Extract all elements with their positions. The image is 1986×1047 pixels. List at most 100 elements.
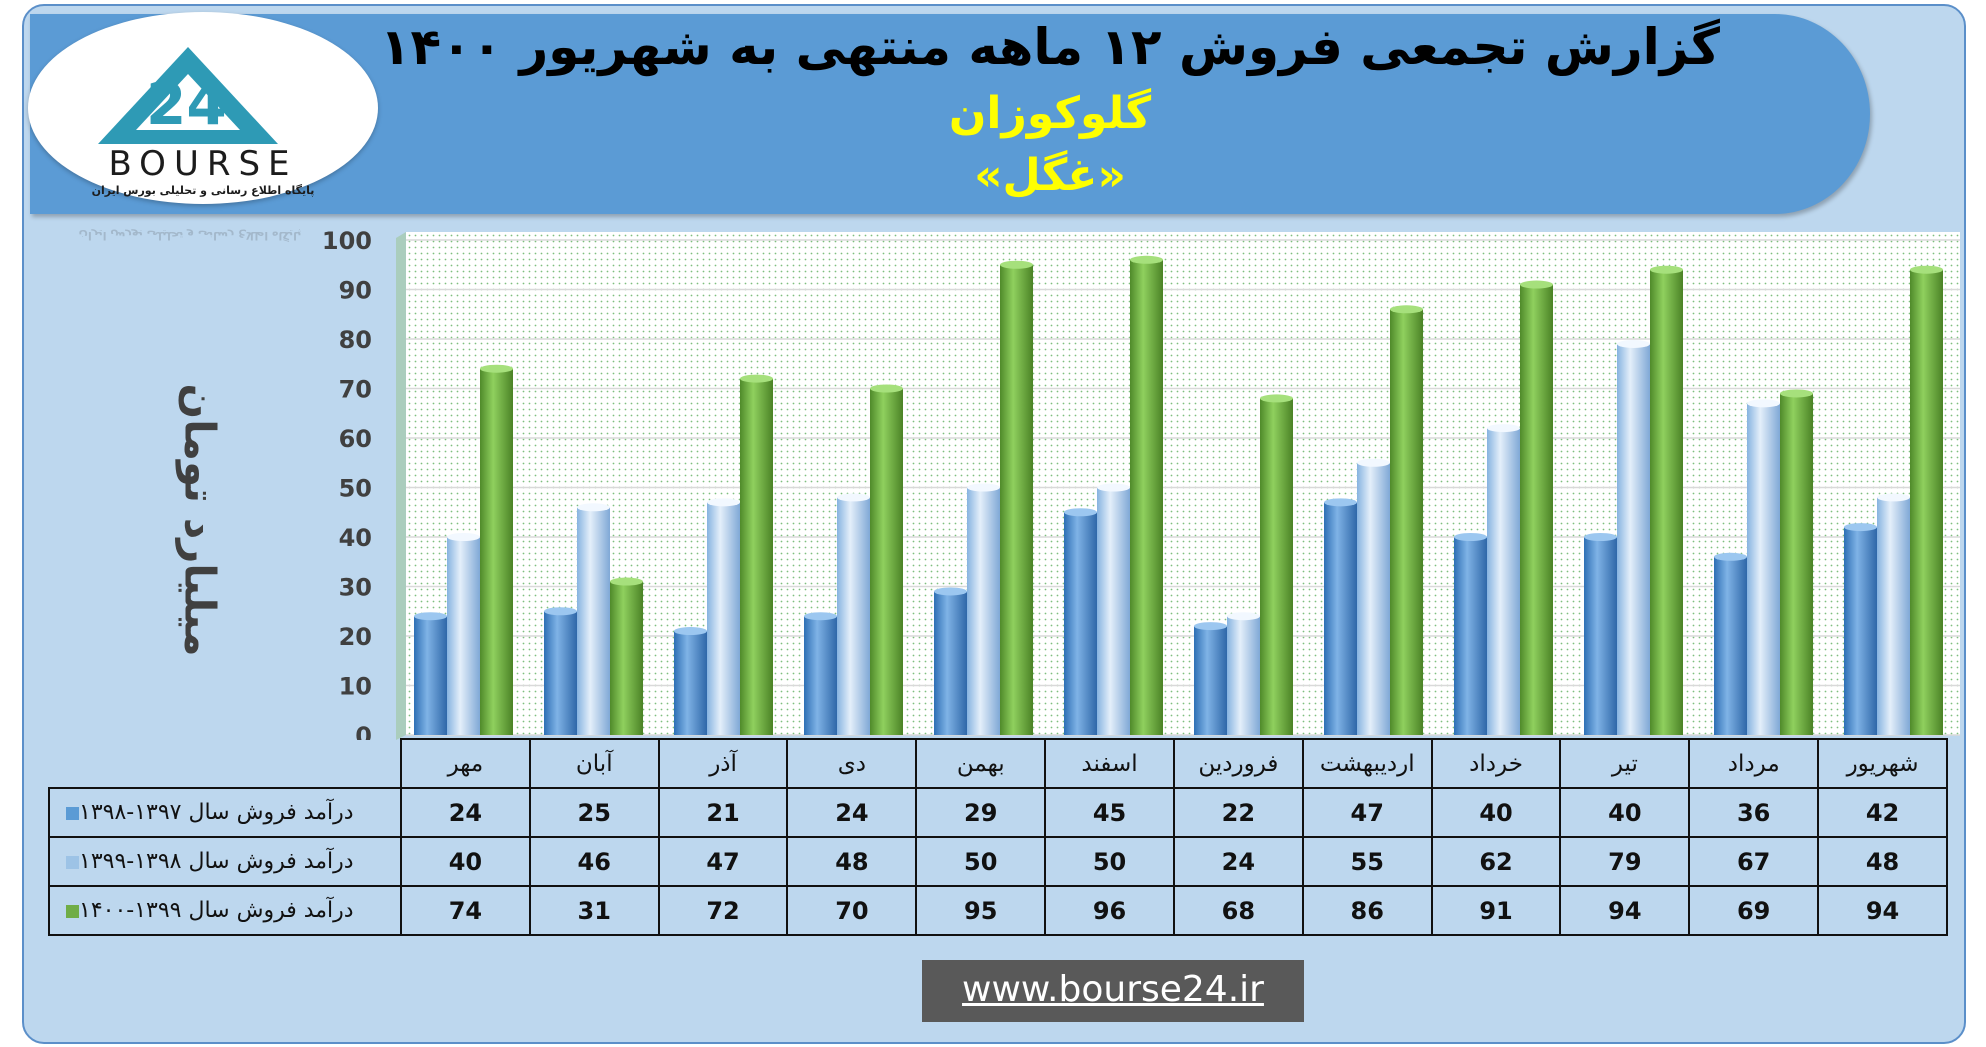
bar-cap	[1747, 399, 1780, 408]
category-label: فروردین	[1172, 738, 1304, 789]
data-label: 36	[1688, 787, 1820, 838]
data-label: 42	[1817, 787, 1948, 838]
data-label: 48	[786, 836, 918, 887]
legend-entry: درآمد فروش سال ۱۳۹۹-۱۴۰۰	[48, 885, 402, 936]
bar	[610, 581, 643, 735]
bar-cap	[967, 483, 1000, 492]
data-label: 45	[1044, 787, 1175, 838]
data-label: 74	[400, 885, 531, 936]
svg-text:BOURSE: BOURSE	[108, 144, 297, 184]
bar-cap	[740, 374, 773, 383]
y-tick-label: 20	[339, 623, 372, 651]
data-label: 70	[786, 885, 918, 936]
data-label: 25	[528, 787, 660, 838]
bar	[804, 616, 837, 735]
y-tick-label: 30	[339, 574, 372, 602]
bar	[1584, 537, 1617, 735]
bar-cap	[1844, 523, 1877, 532]
bar-cap	[1454, 533, 1487, 541]
bar	[1877, 497, 1910, 735]
bar	[1780, 393, 1813, 735]
bar-cap	[1780, 389, 1813, 398]
bar-cap	[544, 607, 577, 616]
y-tick-label: 90	[339, 277, 372, 305]
bar	[1910, 269, 1943, 735]
bar	[707, 502, 740, 735]
y-tick-label: 60	[339, 425, 372, 453]
bar-cap	[1487, 424, 1520, 433]
series-row: درآمد فروش سال ۱۳۹۸-۱۳۹۹ 40 46 47 48 50 50 24 55…	[48, 836, 1948, 887]
bar-cap	[1260, 394, 1293, 403]
data-label: 55	[1301, 836, 1433, 887]
bar-chart: 0 10 20 30 40 50 60 70 80 90 100	[322, 227, 1960, 740]
bar-cap	[1000, 260, 1033, 269]
data-label: 40	[1559, 787, 1691, 838]
y-tick-label: 0	[355, 722, 372, 740]
svg-text:24: 24	[146, 70, 227, 138]
bar-cap	[1584, 533, 1617, 541]
bar-cap	[804, 612, 837, 621]
bar-cap	[837, 493, 870, 502]
legend-label: درآمد فروش سال ۱۳۹۸-۱۳۹۹	[79, 849, 354, 874]
data-label: 40	[1430, 787, 1562, 838]
website-link[interactable]: www.bourse24.ir	[922, 960, 1304, 1022]
bar-cap	[1324, 498, 1357, 507]
data-label: 67	[1688, 836, 1820, 887]
table-corner	[49, 739, 402, 789]
data-label: 40	[400, 836, 531, 887]
bar-cap	[1357, 458, 1390, 467]
data-label: 94	[1817, 885, 1948, 936]
bar-cap	[447, 533, 480, 541]
bar	[1000, 264, 1033, 735]
bar	[1260, 398, 1293, 735]
bar	[1357, 462, 1390, 735]
bar	[1097, 487, 1130, 735]
bar-cap	[414, 612, 447, 621]
category-label: خرداد	[1430, 738, 1562, 789]
data-label: 72	[657, 885, 789, 936]
bar	[1844, 527, 1877, 735]
bar	[1650, 269, 1683, 735]
company-name: گلوکوزان	[948, 88, 1152, 139]
bar-cap	[1097, 483, 1130, 492]
data-label: 46	[528, 836, 660, 887]
data-label: 95	[915, 885, 1047, 936]
category-label: تیر	[1559, 738, 1691, 789]
category-label: آبان	[528, 738, 660, 789]
data-label: 21	[657, 787, 789, 838]
legend-entry: درآمد فروش سال ۱۳۹۷-۱۳۹۸	[48, 787, 402, 838]
bar-cap	[1520, 280, 1553, 289]
data-label: 24	[400, 787, 531, 838]
bar-cap	[1617, 339, 1650, 348]
data-label: 86	[1301, 885, 1433, 936]
bar	[414, 616, 447, 735]
data-label: 24	[786, 787, 918, 838]
y-tick-label: 50	[339, 475, 372, 503]
y-tick-labels: 0 10 20 30 40 50 60 70 80 90 100	[322, 227, 372, 740]
data-label: 91	[1430, 885, 1562, 936]
bar	[870, 388, 903, 735]
svg-text:پایگاه اطلاع رسانی و تحلیلی بو: پایگاه اطلاع رسانی و تحلیلی بورس ایران	[92, 184, 315, 197]
category-label: شهریور	[1817, 738, 1948, 789]
page-title: گزارش تجمعی فروش ۱۲ ماهه منتهی به شهریور…	[380, 18, 1720, 76]
bar-cap	[870, 384, 903, 393]
data-label: 68	[1172, 885, 1304, 936]
data-label: 48	[1817, 836, 1948, 887]
bar	[1130, 259, 1163, 735]
bar-cap	[1910, 265, 1943, 274]
legend-swatch	[66, 806, 79, 820]
category-label: آذر	[657, 738, 789, 789]
series-row: درآمد فروش سال ۱۳۹۹-۱۴۰۰ 74 31 72 70 95 96 68 86…	[48, 885, 1948, 936]
bar	[934, 591, 967, 735]
bar	[447, 537, 480, 735]
y-tick-label: 40	[339, 524, 372, 552]
bar-cap	[1064, 508, 1097, 517]
bar-cap	[674, 627, 707, 636]
data-label: 47	[657, 836, 789, 887]
bar	[740, 378, 773, 735]
bar	[577, 507, 610, 735]
y-tick-label: 80	[339, 326, 372, 354]
y-tick-label: 100	[322, 227, 372, 255]
bar	[1064, 512, 1097, 735]
bar	[967, 487, 1000, 735]
